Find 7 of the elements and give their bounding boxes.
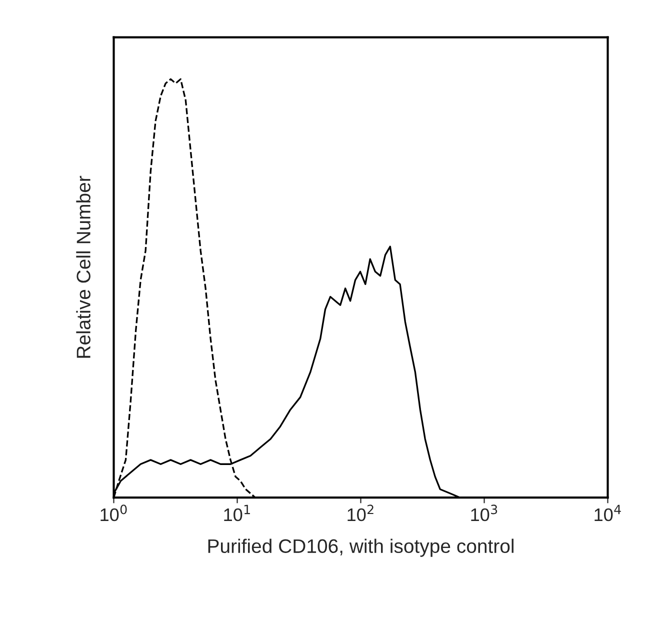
x-tick-label: 10$^{2}$ xyxy=(348,504,374,522)
x-axis-title: Purified CD106, with isotype control xyxy=(208,538,514,557)
x-tick-label: 10$^{4}$ xyxy=(594,504,621,522)
x-tick-label: 10$^{0}$ xyxy=(100,504,127,522)
x-tick-label: 10$^{1}$ xyxy=(224,504,250,522)
y-axis-title: Relative Cell Number xyxy=(76,176,90,358)
x-tick-label: 10$^{3}$ xyxy=(471,504,498,522)
